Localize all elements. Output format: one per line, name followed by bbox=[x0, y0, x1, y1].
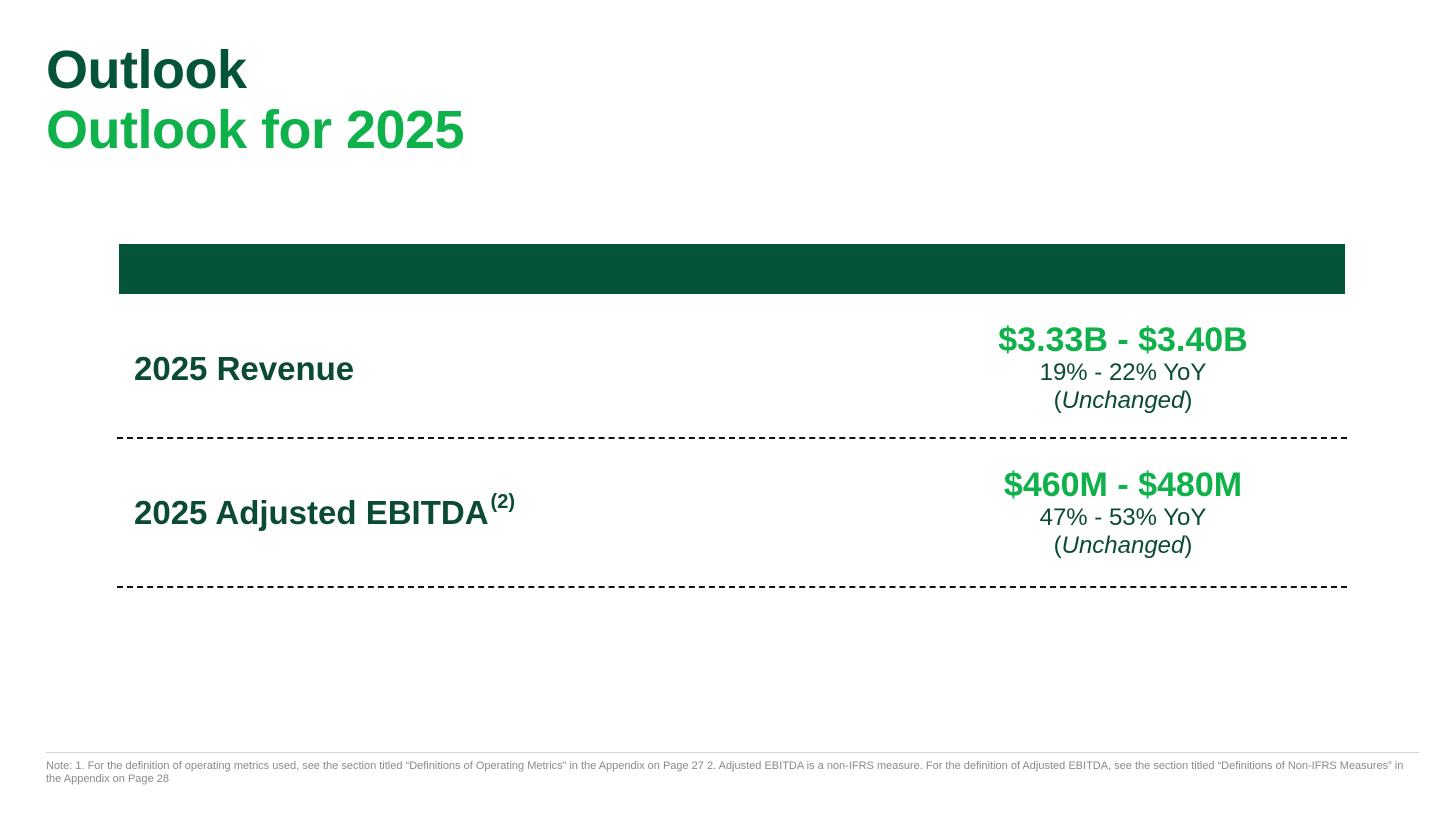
page-subtitle: Outlook for 2025 bbox=[46, 100, 465, 160]
table-row-revenue: 2025 Revenue $3.33B - $3.40B 19% - 22% Y… bbox=[119, 305, 1345, 435]
table-header-bar bbox=[119, 244, 1345, 294]
revenue-status: (Unchanged) bbox=[1053, 387, 1193, 414]
ebitda-status: (Unchanged) bbox=[1053, 532, 1193, 559]
row-label-revenue: 2025 Revenue bbox=[134, 350, 356, 388]
row-values-revenue: $3.33B - $3.40B 19% - 22% YoY (Unchanged… bbox=[973, 321, 1273, 415]
ebitda-range: $460M - $480M bbox=[1003, 466, 1243, 504]
table-row-ebitda: 2025 Adjusted EBITDA (2) $460M - $480M 47… bbox=[119, 452, 1345, 582]
row-label-text: 2025 Adjusted EBITDA bbox=[134, 494, 489, 531]
revenue-yoy: 19% - 22% YoY bbox=[1039, 359, 1207, 386]
row-values-ebitda: $460M - $480M 47% - 53% YoY (Unchanged) bbox=[973, 466, 1273, 560]
row-divider bbox=[117, 437, 1347, 439]
row-divider bbox=[117, 586, 1347, 588]
revenue-range: $3.33B - $3.40B bbox=[998, 321, 1248, 359]
ebitda-yoy: 47% - 53% YoY bbox=[1039, 504, 1207, 531]
title-block: Outlook Outlook for 2025 bbox=[46, 40, 465, 160]
row-label-text: 2025 Revenue bbox=[134, 350, 355, 387]
row-label-ebitda: 2025 Adjusted EBITDA (2) bbox=[134, 491, 515, 532]
footer-rule bbox=[46, 752, 1419, 753]
footnote: Note: 1. For the definition of operating… bbox=[46, 760, 1404, 785]
page-title: Outlook bbox=[46, 40, 247, 100]
footnote-ref: (2) bbox=[490, 491, 515, 513]
